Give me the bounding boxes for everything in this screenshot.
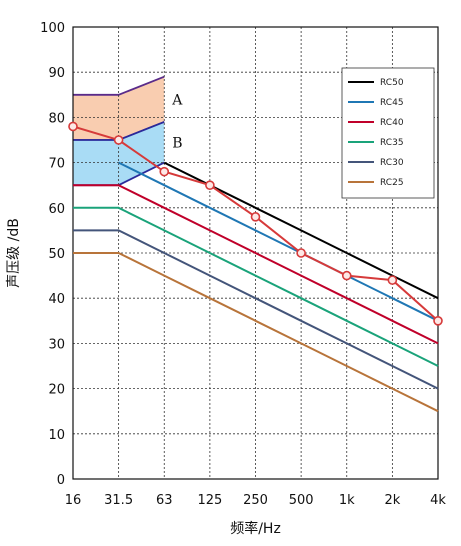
x-tick-label: 500 <box>289 493 314 508</box>
x-tick-label: 16 <box>65 493 82 508</box>
x-tick-labels: 16 31.5 63 125 250 500 1k 2k 4k <box>65 493 447 508</box>
y-tick-label: 90 <box>48 66 65 81</box>
x-tick-label: 1k <box>339 493 355 508</box>
measured-point <box>113 135 124 145</box>
x-tick-label: 4k <box>430 493 446 508</box>
y-axis-label: 声压级 /dB <box>6 218 22 288</box>
legend-box <box>341 67 435 199</box>
y-tick-label: 40 <box>48 292 65 307</box>
y-tick-label: 100 <box>40 21 65 36</box>
y-tick-label: 80 <box>48 111 65 126</box>
series-line-rc40 <box>73 184 439 345</box>
legend-label-rc50: RC50 <box>380 78 404 88</box>
y-tick-labels: 0 10 20 30 40 50 60 70 80 90 100 <box>40 21 65 488</box>
zone-B-label: B <box>172 135 182 151</box>
measured-point <box>159 166 170 177</box>
measured-point <box>250 212 261 222</box>
measured-point <box>205 180 215 190</box>
zone-A-upper-edge <box>73 75 165 96</box>
y-tick-label: 0 <box>57 473 65 488</box>
legend-label-rc40: RC40 <box>380 118 404 128</box>
y-tick-label: 50 <box>48 247 65 262</box>
y-tick-label: 70 <box>48 157 65 172</box>
x-tick-label: 2k <box>384 493 400 508</box>
zone-A-label: A <box>171 92 183 108</box>
y-tick-label: 60 <box>48 202 65 217</box>
legend-label-rc30: RC30 <box>380 158 404 168</box>
zone-B-area <box>73 121 165 186</box>
x-axis-label: 频率/Hz <box>230 520 281 537</box>
series-line-rc25 <box>73 252 439 413</box>
x-tick-label: 63 <box>156 493 173 508</box>
measured-layer <box>68 121 443 326</box>
measured-point <box>341 270 352 281</box>
measured-point <box>387 275 398 285</box>
y-tick-label: 20 <box>48 383 65 398</box>
x-tick-label: 31.5 <box>104 493 133 508</box>
series-line-rc45 <box>118 161 439 322</box>
series-line-rc30 <box>73 229 439 390</box>
y-tick-label: 10 <box>48 428 65 443</box>
legend-label-rc35: RC35 <box>380 138 404 148</box>
measured-point <box>433 315 443 326</box>
measured-point <box>68 121 78 132</box>
legend-label-rc45: RC45 <box>380 98 404 108</box>
x-tick-label: 250 <box>243 493 268 508</box>
series-line-rc35 <box>73 206 439 367</box>
measured-point <box>296 248 306 258</box>
legend-label-rc25: RC25 <box>380 178 404 188</box>
x-tick-label: 125 <box>197 493 222 508</box>
legend: RC50 RC45 RC40 RC35 RC30 RC25 <box>341 67 435 199</box>
y-tick-label: 30 <box>48 337 65 352</box>
